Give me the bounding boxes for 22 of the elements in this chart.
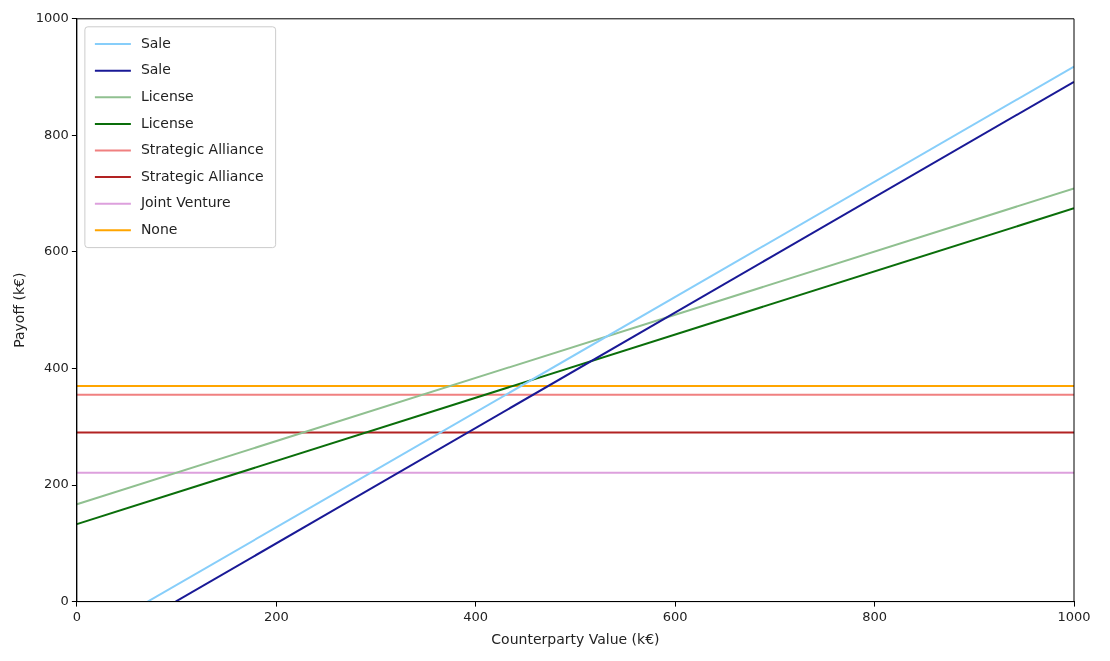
legend-label: License (140, 87, 194, 104)
legend-label: None (140, 220, 178, 237)
legend-label: Sale (140, 34, 171, 51)
legend-label: License (140, 114, 194, 131)
legend-label: Joint Venture (139, 194, 231, 211)
legend-label: Strategic Alliance (140, 167, 264, 184)
x-tick-label: 200 (263, 608, 289, 624)
x-tick-label: 600 (662, 608, 688, 624)
y-tick-label: 0 (60, 592, 69, 608)
legend-label: Sale (140, 61, 171, 78)
y-axis-title: Payoff (k€) (11, 272, 28, 348)
y-tick-label: 800 (44, 126, 69, 142)
y-tick-label: 200 (44, 476, 69, 492)
x-axis-title: Counterparty Value (k€) (491, 631, 660, 648)
x-tick-label: 400 (463, 608, 489, 624)
x-tick-label: 0 (72, 608, 82, 624)
y-tick-label: 600 (44, 243, 69, 259)
x-tick-label: 1000 (1057, 608, 1091, 624)
legend-label: Strategic Alliance (140, 141, 264, 158)
y-tick-label: 1000 (35, 10, 69, 26)
x-tick-label: 800 (862, 608, 887, 624)
y-tick-label: 400 (44, 359, 69, 375)
